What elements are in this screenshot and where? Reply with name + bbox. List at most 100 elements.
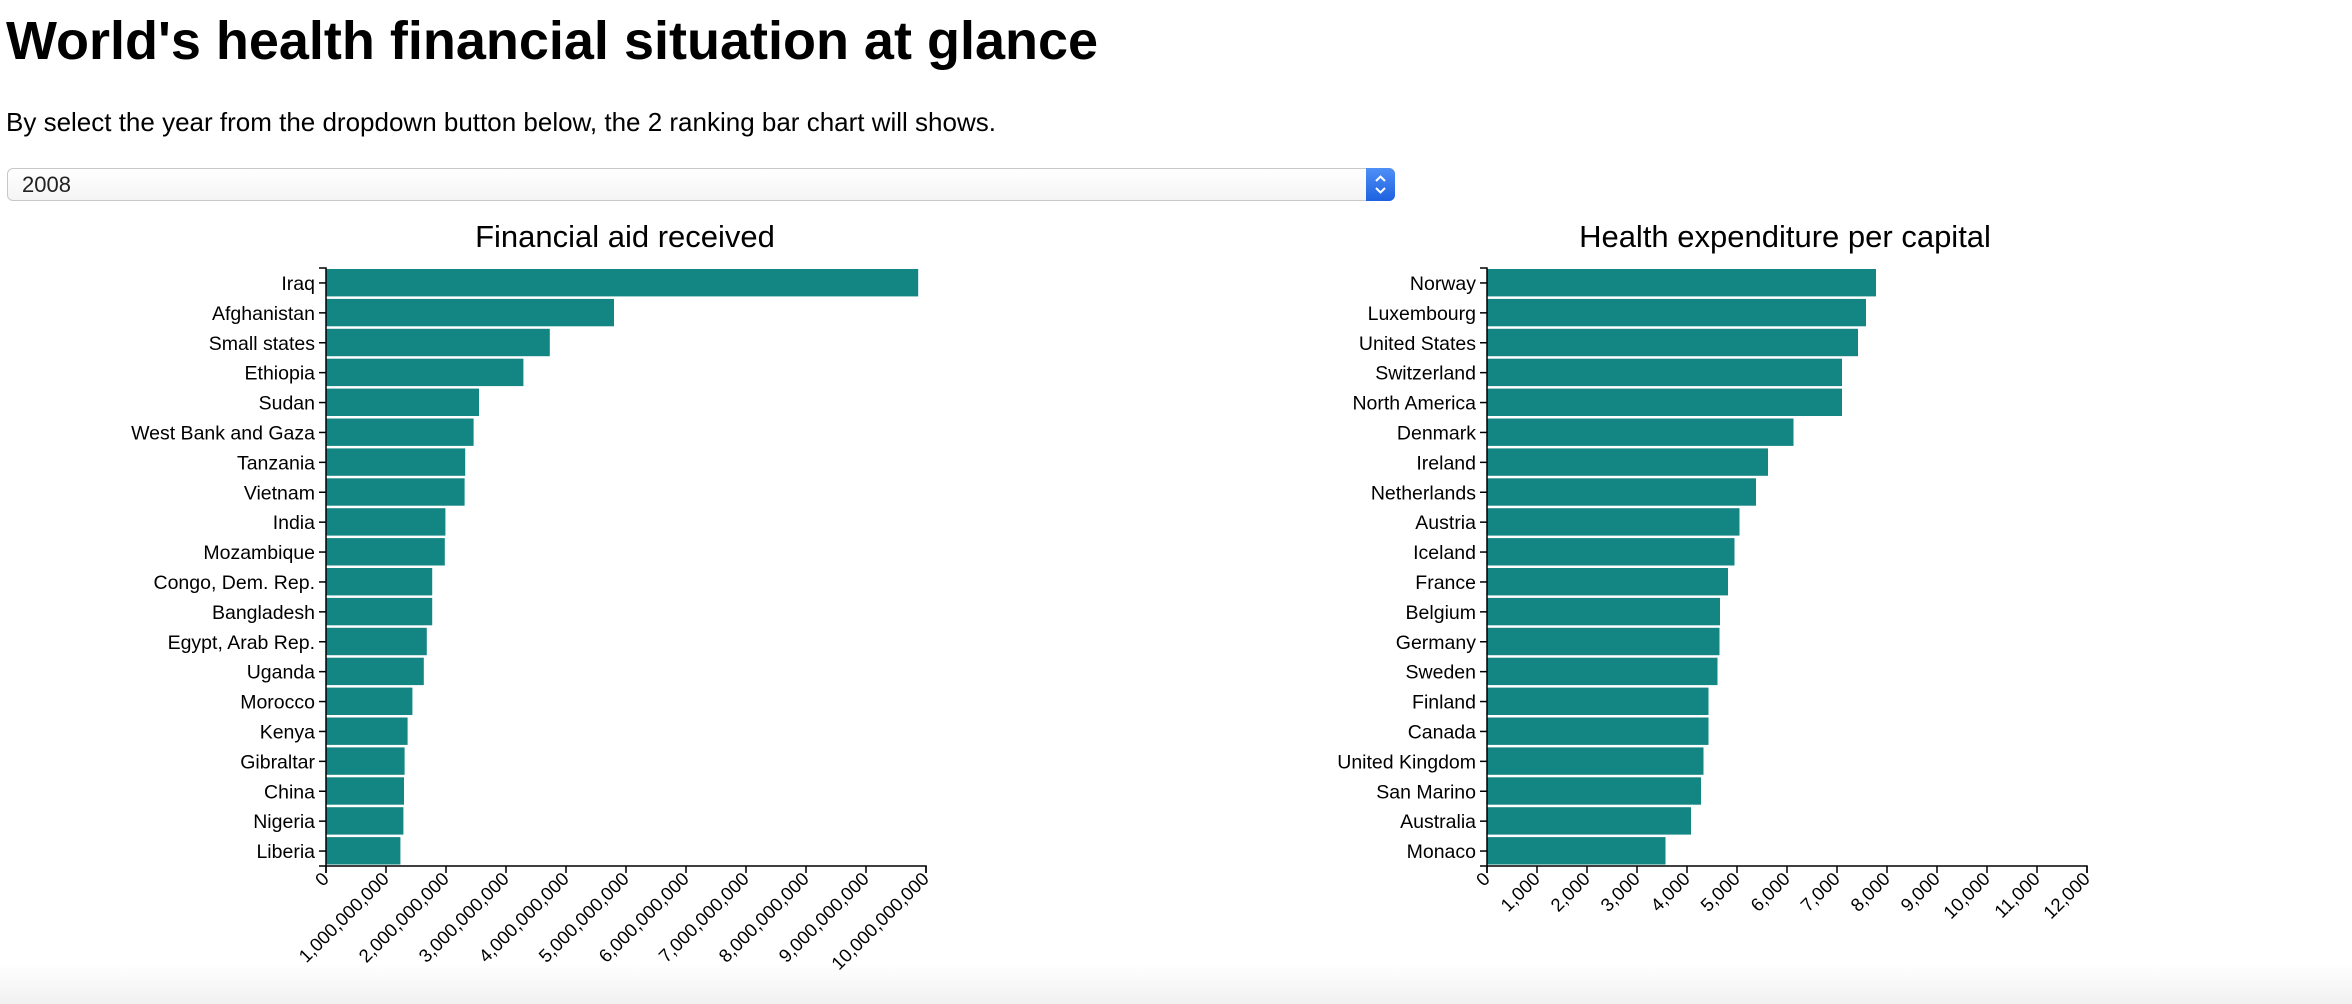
chart-1: Financial aid received Iraq Afghanistan Sma… bbox=[131, 219, 933, 974]
category-label: Mozambique bbox=[203, 542, 315, 564]
bar bbox=[326, 597, 433, 626]
bar bbox=[1487, 657, 1718, 686]
bar bbox=[326, 568, 433, 596]
category-label: Sweden bbox=[1406, 662, 1476, 684]
bar bbox=[1487, 597, 1720, 626]
page-subtitle: By select the year from the dropdown but… bbox=[6, 107, 996, 137]
category-label: Afghanistan bbox=[212, 303, 315, 325]
x-tick-label: 10,000 bbox=[1939, 868, 1994, 923]
bar bbox=[326, 717, 408, 745]
bar bbox=[1487, 777, 1701, 805]
category-label: Congo, Dem. Rep. bbox=[154, 572, 316, 594]
x-tick-label: 0 bbox=[311, 868, 333, 890]
category-label: Netherlands bbox=[1371, 482, 1476, 504]
category-label: Kenya bbox=[260, 721, 315, 743]
bar bbox=[1487, 418, 1794, 446]
category-label: West Bank and Gaza bbox=[131, 422, 315, 444]
category-label: Iraq bbox=[281, 273, 315, 295]
x-tick-label: 4,000 bbox=[1646, 868, 1694, 916]
bar bbox=[326, 478, 465, 506]
bottom-shade bbox=[0, 964, 2352, 1004]
bar bbox=[326, 687, 413, 715]
bar bbox=[326, 837, 401, 865]
category-label: Morocco bbox=[240, 692, 315, 714]
category-label: Canada bbox=[1408, 721, 1476, 743]
category-label: Denmark bbox=[1397, 422, 1476, 444]
chart-title: Financial aid received bbox=[475, 219, 775, 254]
category-label: Egypt, Arab Rep. bbox=[168, 632, 315, 654]
x-tick-label: 9,000 bbox=[1896, 868, 1944, 916]
bar bbox=[326, 538, 445, 566]
bar bbox=[1487, 388, 1842, 416]
bar bbox=[326, 269, 919, 297]
category-label: Switzerland bbox=[1375, 363, 1476, 385]
category-label: Bangladesh bbox=[212, 602, 315, 624]
category-label: San Marino bbox=[1376, 781, 1476, 803]
x-tick-label: 8,000 bbox=[1846, 868, 1894, 916]
bar bbox=[326, 807, 404, 835]
page-title: World's health financial situation at gl… bbox=[6, 11, 1099, 71]
bar bbox=[326, 388, 479, 416]
category-label: Norway bbox=[1410, 273, 1476, 295]
bar bbox=[1487, 747, 1704, 775]
x-tick-label: 1,000 bbox=[1496, 868, 1544, 916]
category-label: Nigeria bbox=[253, 811, 315, 833]
x-tick-label: 2,000 bbox=[1546, 868, 1594, 916]
category-label: Uganda bbox=[247, 662, 315, 684]
bar bbox=[1487, 627, 1720, 656]
bar bbox=[1487, 358, 1842, 387]
category-label: North America bbox=[1352, 393, 1476, 415]
category-label: Germany bbox=[1396, 632, 1476, 654]
category-label: Ireland bbox=[1416, 452, 1476, 474]
bar bbox=[1487, 508, 1740, 536]
bar bbox=[326, 298, 614, 327]
bar bbox=[326, 777, 404, 805]
category-label: United States bbox=[1359, 333, 1476, 355]
category-label: Liberia bbox=[256, 841, 315, 863]
category-label: Small states bbox=[209, 333, 315, 355]
bar bbox=[1487, 568, 1728, 596]
year-select[interactable]: 2008 bbox=[7, 168, 1395, 201]
bar bbox=[326, 328, 550, 357]
category-label: India bbox=[273, 512, 315, 534]
bar bbox=[1487, 269, 1876, 297]
year-select-value: 2008 bbox=[22, 172, 71, 197]
bar bbox=[1487, 328, 1858, 357]
category-label: United Kingdom bbox=[1337, 751, 1476, 773]
chevron-updown-icon[interactable] bbox=[1366, 168, 1395, 201]
bar bbox=[326, 358, 524, 387]
y-axis bbox=[1480, 267, 1488, 867]
bar bbox=[1487, 837, 1666, 865]
category-label: China bbox=[264, 781, 315, 803]
bar bbox=[1487, 807, 1691, 835]
x-tick-label: 0 bbox=[1472, 868, 1494, 890]
bar bbox=[326, 508, 446, 536]
category-label: Finland bbox=[1412, 692, 1476, 714]
category-label: Ethiopia bbox=[245, 363, 316, 385]
x-tick-label: 11,000 bbox=[1990, 868, 2044, 922]
chart-title: Health expenditure per capital bbox=[1579, 219, 1991, 254]
bar bbox=[1487, 298, 1866, 327]
bar bbox=[1487, 717, 1709, 745]
category-label: Australia bbox=[1400, 811, 1476, 833]
x-tick-label: 5,000 bbox=[1696, 868, 1744, 916]
category-label: Iceland bbox=[1413, 542, 1476, 564]
category-label: Sudan bbox=[259, 393, 315, 415]
bar bbox=[326, 418, 474, 446]
category-label: Gibraltar bbox=[240, 751, 315, 773]
bar bbox=[326, 657, 424, 686]
chart-2: Health expenditure per capital Norway Luxe… bbox=[1337, 219, 2094, 923]
category-label: Austria bbox=[1415, 512, 1476, 534]
bar bbox=[326, 627, 427, 656]
bar bbox=[326, 448, 466, 476]
category-label: Vietnam bbox=[244, 482, 315, 504]
x-tick-label: 6,000 bbox=[1746, 868, 1794, 916]
x-tick-label: 3,000 bbox=[1596, 868, 1644, 916]
bar bbox=[1487, 687, 1709, 715]
category-label: Belgium bbox=[1406, 602, 1476, 624]
bar bbox=[326, 747, 405, 775]
category-label: Monaco bbox=[1407, 841, 1477, 863]
bar bbox=[1487, 448, 1768, 476]
